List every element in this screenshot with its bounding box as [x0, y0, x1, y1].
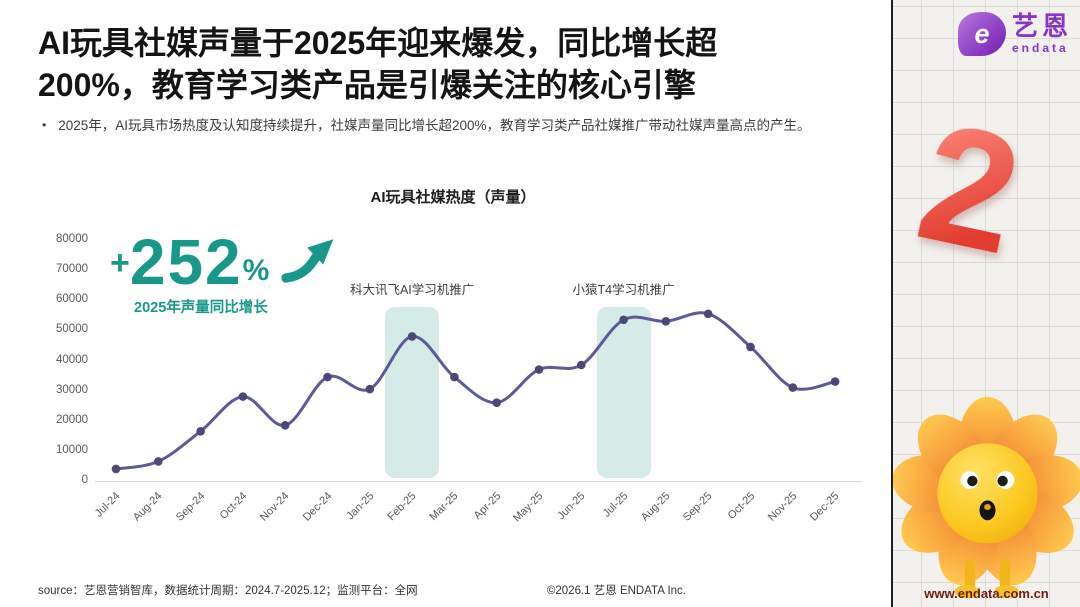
website-url[interactable]: www.endata.com.cn	[924, 586, 1049, 601]
growth-plus-sign: +	[110, 244, 130, 282]
data-point	[280, 421, 290, 430]
growth-callout: + 252 % 2025年声量同比增长	[110, 226, 335, 317]
endata-logo-text: 艺恩 endata	[1012, 12, 1072, 55]
y-axis-tick: 50000	[56, 323, 88, 336]
page-number-balloon: 2	[904, 86, 1035, 290]
y-axis-tick: 80000	[56, 233, 88, 245]
source-note: source：艺恩营销智库，数据统计周期：2024.7-2025.12；监测平台…	[38, 585, 418, 597]
y-axis-tick: 30000	[56, 383, 88, 396]
sidebar: e 艺恩 endata 2	[891, 0, 1080, 607]
brand-name-cn: 艺恩	[1011, 11, 1072, 41]
promo-band-label-1: 科大讯飞AI学习机推广	[349, 283, 475, 297]
flower-face	[960, 471, 1015, 521]
chart-title: AI玩具社媒热度（声量）	[370, 189, 536, 206]
promo-band-1	[385, 307, 440, 478]
brand-name-en: endata	[1011, 41, 1069, 55]
summary-bullet-text: 2025年，AI玩具市场热度及认知度持续提升，社媒声量同比增长超200%，教育学…	[58, 118, 811, 133]
growth-arrow-icon	[281, 239, 334, 283]
y-axis-tick: 70000	[56, 263, 88, 276]
bullet-icon: •	[42, 118, 47, 132]
data-point	[492, 398, 502, 408]
line-chart: 科大讯飞AI学习机推广 小猿T4学习机推广 0 10000 20000 30000 4000…	[56, 233, 862, 524]
promo-band-2	[596, 307, 651, 478]
promo-band-label-2: 小猿T4学习机推广	[572, 283, 675, 297]
endata-logo: e 艺恩 endata	[957, 12, 1072, 56]
data-point	[703, 309, 713, 319]
endata-logo-icon: e	[957, 12, 1006, 56]
page-title-line1: AI玩具社媒声量于2025年迎来爆发，同比增长超	[38, 25, 718, 61]
data-point	[788, 383, 798, 392]
data-point	[154, 457, 163, 466]
data-point	[111, 464, 121, 474]
data-point	[238, 392, 248, 401]
data-point	[365, 384, 375, 394]
y-axis-tick: 0	[81, 474, 88, 486]
data-point	[577, 360, 586, 370]
growth-figure: + 252 %	[110, 226, 335, 298]
data-point	[746, 342, 755, 352]
data-point	[196, 427, 205, 436]
flower-mascot	[892, 389, 1080, 607]
flower-mascot-image	[892, 396, 1080, 599]
data-point	[661, 317, 671, 326]
growth-value: 252	[129, 226, 243, 298]
data-point	[534, 365, 544, 374]
y-axis-tick: 10000	[56, 443, 88, 456]
page-title: AI玩具社媒声量于2025年迎来爆发，同比增长超 200%，教育学习类产品是引爆…	[38, 22, 868, 106]
data-point	[323, 372, 332, 382]
data-point	[830, 377, 840, 386]
y-axis-tick: 20000	[56, 413, 88, 426]
summary-bullet: • 2025年，AI玩具市场热度及认知度持续提升，社媒声量同比增长超200%，教…	[42, 116, 860, 136]
page-title-line2: 200%，教育学习类产品是引爆关注的核心引擎	[38, 67, 696, 103]
copyright-note: ©2026.1 艺恩 ENDATA Inc.	[546, 585, 686, 597]
y-axis-tick: 60000	[56, 293, 88, 306]
main-content: AI玩具社媒声量于2025年迎来爆发，同比增长超 200%，教育学习类产品是引爆…	[38, 22, 868, 597]
y-axis-tick: 40000	[56, 353, 88, 366]
growth-percent-sign: %	[242, 254, 270, 287]
data-point	[450, 372, 459, 382]
